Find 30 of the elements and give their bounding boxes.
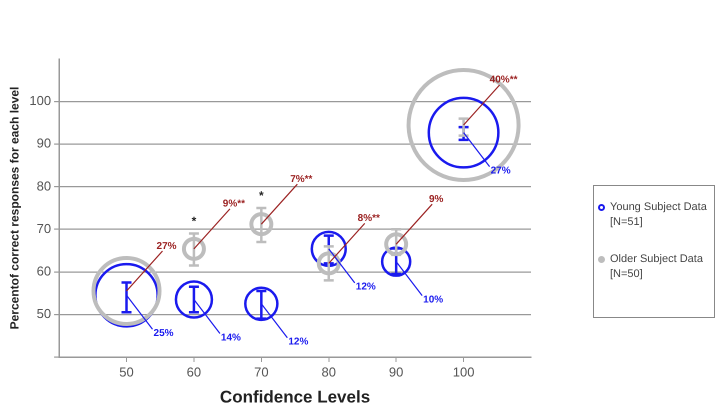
y-axis-title: Percentof correct responses for each level: [8, 86, 22, 330]
x-tick-label: 70: [254, 364, 269, 380]
y-tick-label: 60: [36, 263, 52, 278]
annotation: *: [259, 188, 264, 202]
x-tick-label: 90: [388, 364, 404, 380]
annotation: 25%: [154, 328, 174, 340]
annotation: 40%**: [490, 74, 518, 86]
annotation: 10%: [423, 294, 444, 306]
x-tick-label: 100: [452, 364, 474, 380]
x-axis-title: Confidence Levels: [220, 387, 370, 406]
y-tick-label: 90: [36, 136, 52, 151]
annotation: 9%**: [222, 198, 246, 210]
annotation: 27%: [490, 165, 511, 176]
x-tick-label: 80: [322, 364, 336, 380]
annotation: 12%: [288, 336, 308, 348]
x-tick-label: 50: [119, 364, 134, 380]
y-tick-label: 80: [36, 178, 52, 194]
x-tick-label: 60: [186, 364, 202, 380]
annotation: 7%**: [290, 174, 313, 185]
annotation: 12%: [356, 282, 376, 293]
legend-label: Young Subject Data [N=51]: [610, 200, 708, 230]
annotation: 9%: [428, 194, 444, 205]
annotation: 8%**: [358, 213, 380, 224]
y-tick-label: 70: [36, 220, 52, 236]
annotation: *: [192, 214, 197, 228]
y-tick-label: 100: [29, 93, 52, 108]
legend-label: Older Subject Data [N=50]: [610, 252, 704, 282]
annotation: 27%: [156, 240, 177, 252]
annotation: 14%: [220, 332, 242, 344]
y-tick-label: 50: [36, 306, 52, 322]
